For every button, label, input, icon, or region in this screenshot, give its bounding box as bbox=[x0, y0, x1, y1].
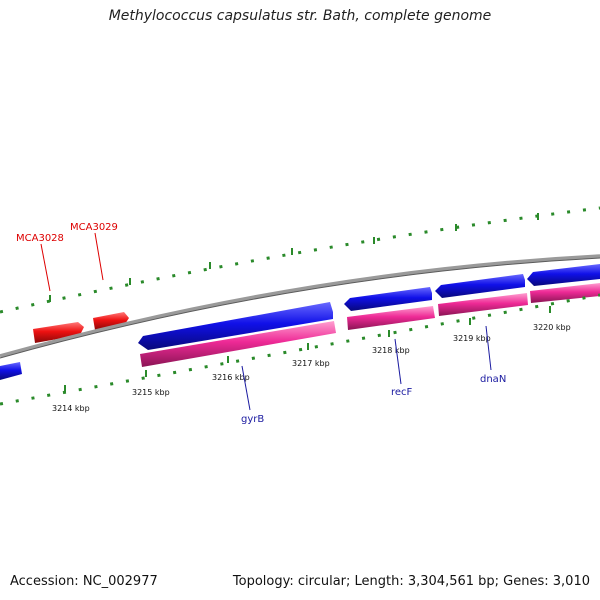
backbone-line-outer bbox=[0, 254, 600, 358]
outer-tick-dots bbox=[0, 206, 600, 314]
forward-cds-track bbox=[0, 264, 600, 380]
cds-feature[interactable] bbox=[527, 264, 600, 286]
map-title: Methylococcus capsulatus str. Bath, comp… bbox=[108, 8, 492, 24]
cds-feature[interactable] bbox=[140, 321, 336, 367]
leader-mca3029 bbox=[94, 232, 104, 281]
scale-label: 3214 kbp bbox=[52, 404, 90, 413]
accession-text: Accession: NC_002977 bbox=[10, 574, 158, 589]
outer-tick-track bbox=[0, 206, 600, 314]
backbone-line-inner bbox=[0, 257, 600, 359]
genome-summary-text: Topology: circular; Length: 3,304,561 bp… bbox=[232, 574, 590, 589]
gene-label-dnaN[interactable]: dnaN bbox=[480, 374, 506, 385]
gene-label-recF[interactable]: recF bbox=[391, 387, 413, 398]
leader-mca3028 bbox=[40, 243, 51, 292]
scale-labels: 3214 kbp 3215 kbp 3216 kbp 3217 kbp 3218… bbox=[52, 323, 571, 413]
scale-label: 3219 kbp bbox=[453, 334, 491, 343]
gene-labels: gyrB recF dnaN MCA3028 MCA3029 bbox=[16, 222, 506, 425]
cds-feature[interactable] bbox=[438, 293, 528, 316]
inner-tick-dots bbox=[0, 293, 600, 406]
reverse-cds-track bbox=[140, 283, 600, 367]
scale-label: 3216 kbp bbox=[212, 373, 250, 382]
cds-feature[interactable] bbox=[530, 283, 600, 303]
leader-gyrB bbox=[241, 365, 251, 411]
scale-label: 3215 kbp bbox=[132, 388, 170, 397]
leader-dnaN bbox=[485, 325, 492, 371]
cds-feature[interactable] bbox=[347, 306, 435, 330]
scale-label: 3220 kbp bbox=[533, 323, 571, 332]
gene-label-mca3029[interactable]: MCA3029 bbox=[70, 222, 118, 233]
cds-feature-recF[interactable] bbox=[344, 287, 432, 311]
label-leaders bbox=[40, 232, 492, 411]
cds-feature[interactable] bbox=[0, 362, 22, 380]
gene-feature-mca3029[interactable] bbox=[93, 312, 129, 330]
inner-tick-track bbox=[0, 293, 600, 406]
highlight-feature-track bbox=[33, 312, 129, 343]
gene-label-gyrB[interactable]: gyrB bbox=[241, 414, 264, 425]
genome-backbone bbox=[0, 254, 600, 359]
gene-label-mca3028[interactable]: MCA3028 bbox=[16, 233, 64, 244]
leader-recF bbox=[394, 338, 402, 385]
cds-feature-gyrB[interactable] bbox=[138, 302, 333, 350]
scale-label: 3218 kbp bbox=[372, 346, 410, 355]
gene-feature-mca3028[interactable] bbox=[33, 322, 84, 343]
scale-label: 3217 kbp bbox=[292, 359, 330, 368]
cds-feature-dnaN[interactable] bbox=[435, 274, 525, 298]
